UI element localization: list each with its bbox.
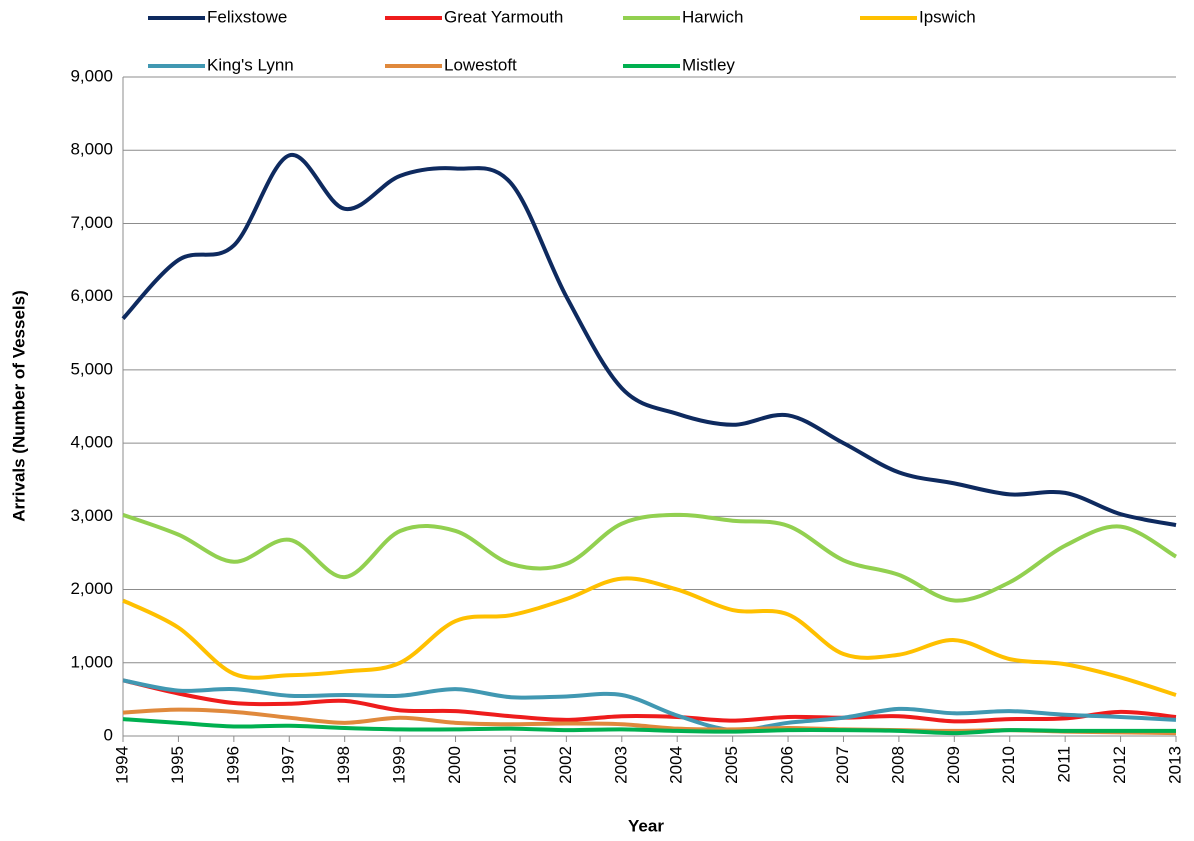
x-tick-label: 2006 [778, 746, 797, 784]
x-tick-label: 2003 [611, 746, 630, 784]
x-tick-label: 2012 [1110, 746, 1129, 784]
legend-label: Mistley [682, 55, 735, 74]
y-tick-label: 4,000 [70, 433, 113, 452]
series-line [122, 678, 1177, 724]
series-line [122, 512, 1178, 603]
x-tick-label: 2004 [667, 746, 686, 784]
series-line [121, 153, 1177, 528]
x-tick-label: 2002 [556, 746, 575, 784]
x-tick-label: 2013 [1165, 746, 1184, 784]
y-tick-label: 5,000 [70, 359, 113, 378]
legend-label: Lowestoft [444, 55, 517, 74]
x-tick-label: 2009 [944, 746, 963, 784]
x-tick-label: 1996 [223, 746, 242, 784]
y-tick-label: 0 [104, 725, 113, 744]
y-tick-label: 7,000 [70, 213, 113, 232]
x-axis-label: Year [628, 816, 664, 835]
series-line [122, 717, 1176, 736]
x-tick-label: 2001 [500, 746, 519, 784]
y-tick-label: 8,000 [70, 140, 113, 159]
legend-label: Harwich [682, 7, 743, 26]
legend-label: Ipswich [919, 7, 976, 26]
legend-label: Great Yarmouth [444, 7, 563, 26]
x-tick-label: 2000 [445, 746, 464, 784]
x-tick-label: 1998 [334, 746, 353, 784]
legend-label: Felixstowe [207, 7, 287, 26]
legend-label: King's Lynn [207, 55, 294, 74]
x-tick-label: 1994 [112, 746, 131, 784]
y-tick-label: 1,000 [70, 652, 113, 671]
x-tick-label: 1997 [279, 746, 298, 784]
x-tick-label: 2005 [722, 746, 741, 784]
x-tick-label: 2010 [999, 746, 1018, 784]
y-tick-label: 3,000 [70, 506, 113, 525]
x-tick-label: 1995 [168, 746, 187, 784]
y-axis-label: Arrivals (Number of Vessels) [9, 290, 28, 521]
y-tick-label: 9,000 [70, 66, 113, 85]
series-line [122, 678, 1177, 733]
x-tick-label: 2011 [1055, 746, 1074, 783]
x-tick-label: 2008 [888, 746, 907, 784]
series-line [122, 576, 1177, 697]
x-tick-label: 2007 [833, 746, 852, 784]
y-tick-label: 2,000 [70, 579, 113, 598]
y-tick-label: 6,000 [70, 286, 113, 305]
x-tick-label: 1999 [390, 746, 409, 784]
